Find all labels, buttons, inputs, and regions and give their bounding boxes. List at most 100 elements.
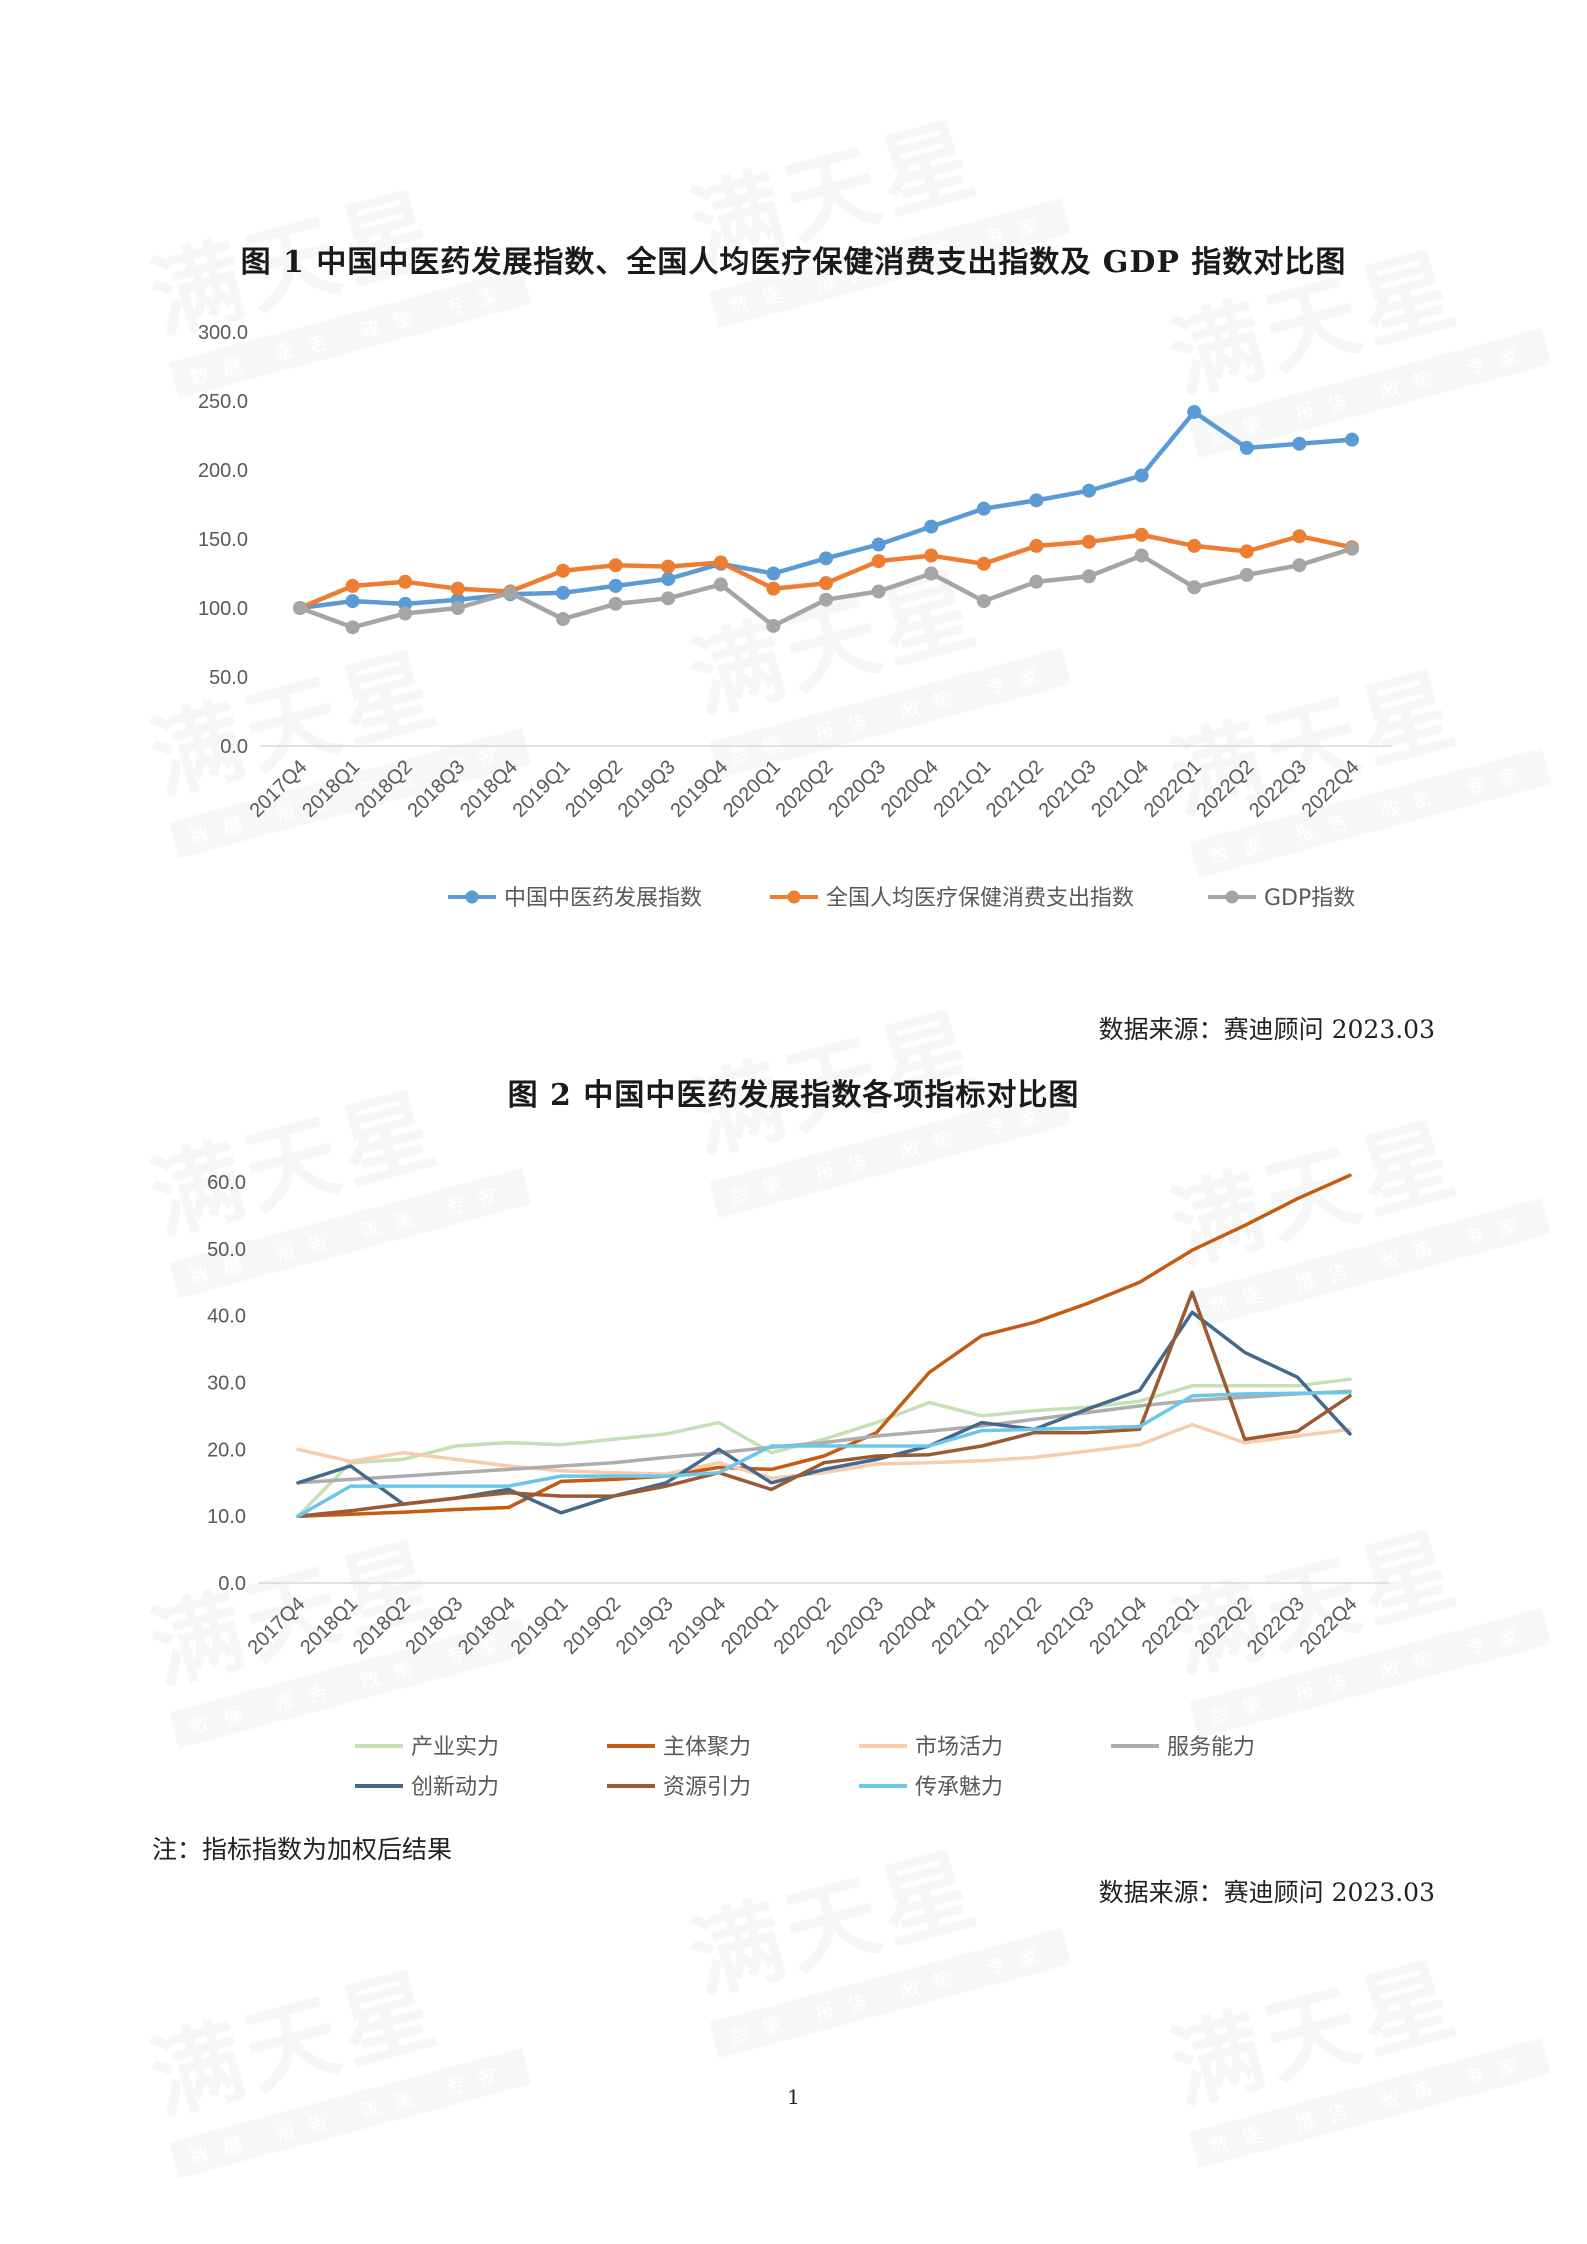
series-0-point <box>1029 493 1044 508</box>
legend-label: 中国中医药发展指数 <box>504 886 702 911</box>
series-2-point <box>345 620 360 635</box>
x-tick-label: 2020Q3 <box>824 756 890 822</box>
watermark: 满天星 数据 报告 政策 专家 <box>674 1796 1072 2059</box>
y-tick-label: 20.0 <box>207 1439 246 1461</box>
x-tick-label: 2021Q3 <box>1035 756 1101 822</box>
legend-label: 产业实力 <box>411 1735 499 1760</box>
series-2-point <box>608 596 623 611</box>
x-tick-label: 2018Q4 <box>456 756 522 822</box>
series-2-point <box>871 584 886 599</box>
series-1-point <box>1029 538 1044 553</box>
series-1-point <box>1082 534 1096 549</box>
legend-label: 市场活力 <box>915 1735 1003 1760</box>
series-2-point <box>503 585 518 600</box>
x-tick-label: 2021Q1 <box>929 756 995 822</box>
series-0-point <box>1292 436 1307 451</box>
series-0-point <box>1187 405 1202 420</box>
x-tick-label: 2018Q4 <box>454 1593 520 1659</box>
y-tick-label: 50.0 <box>207 1239 246 1261</box>
x-tick-label: 2020Q4 <box>877 756 943 822</box>
y-tick-label: 300.0 <box>198 322 248 344</box>
x-tick-label: 2020Q3 <box>822 1593 888 1659</box>
series-2-point <box>1134 548 1149 563</box>
series-0-point <box>1134 468 1149 483</box>
series-0-point <box>871 537 886 552</box>
x-tick-label: 2022Q4 <box>1298 756 1364 822</box>
legend-label: 全国人均医疗保健消费支出指数 <box>826 886 1134 911</box>
watermark-tagline: 数据 报告 政策 专家 <box>709 1928 1072 2059</box>
x-tick-label: 2019Q3 <box>614 756 680 822</box>
series-2-point <box>1239 567 1254 582</box>
y-tick-label: 100.0 <box>198 598 248 620</box>
x-tick-label: 2018Q3 <box>401 1593 467 1659</box>
x-tick-label: 2021Q1 <box>927 1593 993 1659</box>
series-1-point <box>345 578 360 593</box>
x-tick-label: 2019Q1 <box>507 1593 573 1659</box>
legend-label: GDP指数 <box>1264 886 1355 911</box>
series-1-point <box>819 576 833 591</box>
series-2-point <box>293 601 307 615</box>
x-tick-label: 2021Q3 <box>1033 1593 1099 1659</box>
x-tick-label: 2021Q4 <box>1085 1593 1151 1659</box>
x-tick-label: 2022Q4 <box>1296 1593 1362 1659</box>
series-0-point <box>819 551 833 566</box>
x-tick-label: 2017Q4 <box>244 1593 310 1659</box>
series-2-point <box>1187 580 1202 595</box>
y-tick-label: 250.0 <box>198 391 248 413</box>
legend-label: 创新动力 <box>411 1775 499 1800</box>
series-1-point <box>1239 544 1254 559</box>
series-line-3 <box>296 1389 1352 1485</box>
x-tick-label: 2020Q4 <box>875 1593 941 1659</box>
series-2-point <box>713 577 728 592</box>
x-tick-label: 2022Q3 <box>1245 756 1311 822</box>
series-0-point <box>608 578 623 593</box>
watermark-tagline: 数据 报告 政策 专家 <box>169 2048 532 2179</box>
x-tick-label: 2018Q3 <box>403 756 469 822</box>
watermark: 满天星 数据 报告 政策 专家 <box>674 66 1072 329</box>
legend-marker <box>1225 890 1239 904</box>
series-line-0 <box>296 1377 1352 1518</box>
series-2-point <box>976 594 991 609</box>
series-1-point <box>976 556 991 571</box>
chart2-note: 注：指标指数为加权后结果 <box>152 1835 453 1864</box>
x-tick-label: 2018Q2 <box>351 756 417 822</box>
y-tick-label: 40.0 <box>207 1306 246 1328</box>
x-tick-label: 2020Q1 <box>717 1593 783 1659</box>
legend-label: 服务能力 <box>1167 1735 1255 1760</box>
series-0-point <box>1082 483 1096 498</box>
series-0-point <box>766 566 781 581</box>
series-line-6 <box>296 1390 1352 1518</box>
x-tick-label: 2019Q1 <box>509 756 575 822</box>
x-tick-label: 2018Q1 <box>296 1593 362 1659</box>
y-tick-label: 50.0 <box>209 667 248 689</box>
series-2-point <box>450 601 465 615</box>
series-0-point <box>976 501 991 516</box>
x-tick-label: 2022Q2 <box>1192 756 1258 822</box>
series-1-point <box>1292 529 1307 544</box>
y-tick-label: 10.0 <box>207 1506 246 1528</box>
series-1-point <box>661 559 676 574</box>
legend-marker <box>787 890 801 904</box>
chart1-source: 数据来源：赛迪顾问 2023.03 <box>1098 1015 1435 1044</box>
series-2-point <box>766 618 781 633</box>
series-0-point <box>556 585 570 600</box>
x-tick-label: 2021Q2 <box>980 1593 1046 1659</box>
series-1-point <box>556 563 570 578</box>
x-tick-label: 2022Q3 <box>1243 1593 1309 1659</box>
series-line-4 <box>296 1310 1352 1515</box>
y-tick-label: 200.0 <box>198 460 248 482</box>
x-tick-label: 2022Q2 <box>1190 1593 1256 1659</box>
series-1-point <box>608 558 623 573</box>
x-tick-label: 2019Q4 <box>666 756 732 822</box>
chart2-plot: 0.010.020.030.040.050.060.02017Q42018Q12… <box>207 1172 1390 1800</box>
page-number: 1 <box>787 2085 800 2109</box>
y-tick-label: 0.0 <box>218 1573 246 1595</box>
series-1-point <box>450 581 465 596</box>
chart2-title: 图 2 中国中医药发展指数各项指标对比图 <box>507 1078 1080 1113</box>
legend-label: 传承魅力 <box>915 1775 1003 1800</box>
series-0-point <box>1345 432 1359 447</box>
y-tick-label: 30.0 <box>207 1373 246 1395</box>
watermark: 满天星 数据 报告 政策 专家 <box>1154 1906 1552 2169</box>
series-2-point <box>1082 569 1096 584</box>
x-tick-label: 2019Q4 <box>664 1593 730 1659</box>
